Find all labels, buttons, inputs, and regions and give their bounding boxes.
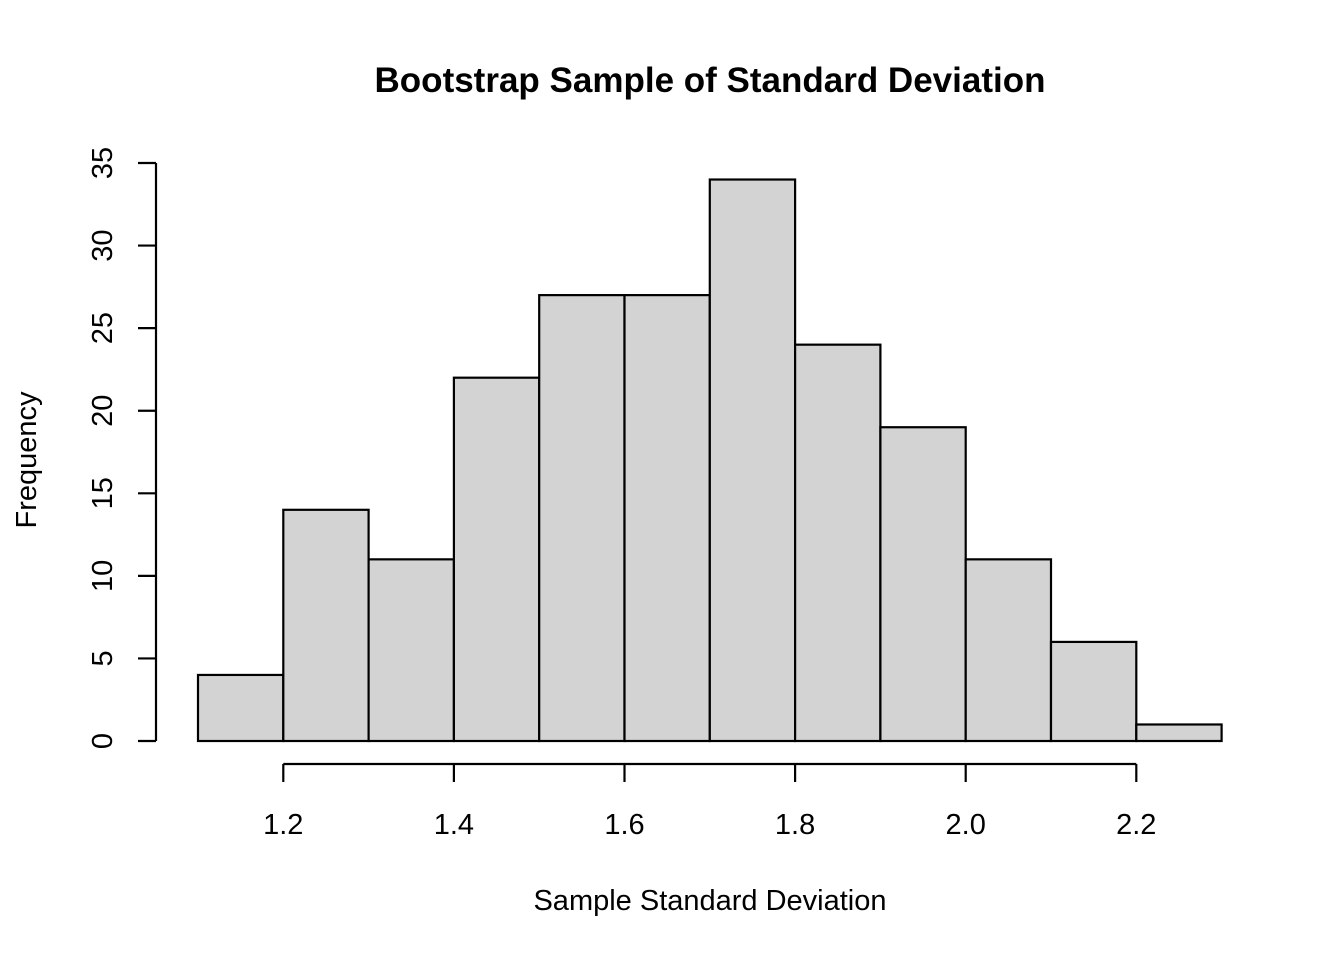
y-tick-label: 25 [87, 312, 119, 344]
histogram-bar [452, 376, 541, 743]
y-tick-label: 10 [87, 560, 119, 592]
x-axis: 1.2 1.4 1.6 1.8 2.0 2.2 [263, 762, 1156, 841]
x-tick-label: 1.4 [434, 809, 474, 841]
histogram-bar [1049, 640, 1138, 743]
x-tick-label: 2.0 [946, 809, 986, 841]
x-tick-label: 1.2 [263, 809, 303, 841]
histogram-bar [964, 558, 1053, 743]
histogram-bar [1135, 723, 1223, 743]
y-tick-label: 35 [87, 147, 119, 179]
histogram-bars [196, 178, 1223, 743]
y-axis: 0 5 10 15 20 25 30 35 [87, 147, 158, 749]
y-tick-label: 20 [87, 395, 119, 427]
histogram-bar [196, 673, 285, 743]
histogram-bar [282, 508, 370, 743]
x-axis-label: Sample Standard Deviation [533, 885, 886, 917]
histogram-bar [623, 294, 711, 743]
histogram-bar [367, 558, 456, 743]
x-tick-label: 1.8 [775, 809, 815, 841]
y-axis-label: Frequency [11, 391, 43, 529]
x-tick-label: 2.2 [1116, 809, 1156, 841]
x-tick-label: 1.6 [604, 809, 644, 841]
histogram-bar [708, 178, 797, 743]
y-tick-label: 5 [87, 650, 119, 666]
y-tick-label: 0 [87, 733, 119, 749]
histogram-bar [538, 294, 626, 743]
y-tick-label: 15 [87, 477, 119, 509]
histogram-bar [793, 343, 882, 743]
y-tick-label: 30 [87, 229, 119, 261]
chart-title: Bootstrap Sample of Standard Deviation [375, 61, 1046, 100]
histogram-bar [879, 426, 967, 743]
